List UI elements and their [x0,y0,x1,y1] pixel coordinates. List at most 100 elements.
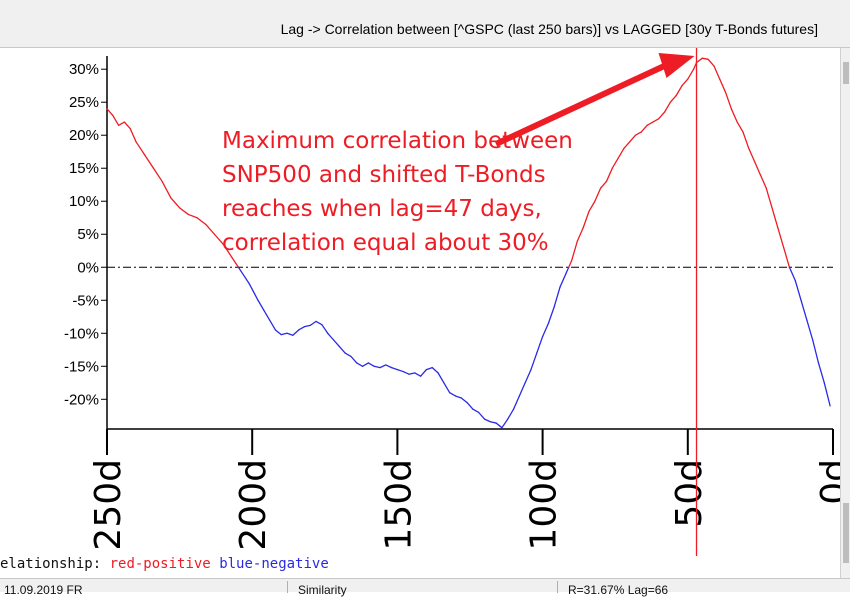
series-segment [170,197,181,209]
x-tick-label: 150d [378,459,419,551]
series-segment [565,266,570,275]
series-segment [742,131,750,150]
plot-area: 30% 25% 20% 15% 10% 5% 0% -5% -10% -15% -20% 250d 20… [64,48,840,556]
y-tick-label: -10% [64,325,99,342]
annotation-text-line: Maximum correlation between [222,128,573,154]
series-segment [332,339,340,348]
series-segment [106,108,114,117]
annotation-text-line: reaches when lag=47 days, [222,196,542,222]
series-segment [719,78,727,93]
series-segment [553,286,561,308]
series-segment [344,352,352,358]
series-segment [794,279,802,301]
scrollbar-arrow-up[interactable] [843,62,849,84]
status-date: 11.09.2019 FR [4,583,83,597]
series-segment [385,364,393,369]
series-segment [576,226,584,242]
window-title: Lag -> Correlation between [^GSPC (last … [280,21,818,37]
series-segment [112,114,120,126]
status-separator [557,581,558,593]
legend-positive: red-positive [109,556,211,572]
series-segment [425,366,433,371]
y-tick-label: 25% [69,94,99,111]
y-tick-label: 10% [69,193,99,210]
y-tick-label: 5% [77,226,99,243]
series-segment [568,260,573,268]
x-tick-label: 100d [524,459,565,551]
series-segment [205,223,216,235]
annotation-arrow-shaft [494,61,670,147]
y-tick-label: 20% [69,127,99,144]
scrollbar-thumb[interactable] [843,503,849,563]
series-segment [315,320,323,326]
series-segment [239,269,250,285]
series-segment [237,266,242,272]
series-segment [483,418,491,423]
series-segment [309,320,317,327]
series-segment [600,180,608,189]
series-segment [338,345,346,354]
series-segment [178,207,189,216]
relationship-legend: elationship: red-positive blue-negative [0,556,329,576]
series-segment [402,370,410,375]
status-bar: 11.09.2019 FR Similarity R=31.67% Lag=66 [0,578,850,597]
series-segment [379,364,387,369]
series-segment [800,299,808,321]
series-segment [629,134,637,143]
series-segment [663,101,672,113]
series-segment [646,121,654,126]
series-segment [681,78,689,87]
series-segment [367,362,375,367]
series-segment [361,362,370,367]
series-segment [356,362,364,367]
series-segment [713,65,721,80]
series-segment [695,57,703,64]
series-segment [634,131,642,136]
series-segment [144,154,155,169]
series-segment [431,366,439,374]
right-scrollbar[interactable] [840,48,850,578]
series-segment [321,324,329,334]
y-tick-label: -15% [64,358,99,375]
series-segment [623,141,631,150]
y-tick-label: -20% [64,391,99,408]
series-segment [129,127,137,143]
series-segment [263,309,271,321]
series-segment [748,147,756,163]
series-segment [559,273,567,288]
annotation-arrowhead [658,53,695,78]
series-segment [771,207,779,229]
x-tick-label: 200d [233,459,274,551]
series-segment [460,397,468,404]
series-segment [449,392,457,397]
series-segment [373,365,381,369]
correlation-chart: 30% 25% 20% 15% 10% 5% 0% -5% -10% -15% -20% 250d 20… [64,48,840,556]
series-segment [512,395,521,410]
series-segment [222,243,233,259]
series-segment [675,85,683,97]
series-segment [472,408,480,414]
series-segment [617,147,625,159]
series-segment [640,124,648,133]
series-segment [135,141,146,156]
series-segment [518,382,526,397]
series-segment [658,111,666,120]
series-segment [524,368,532,384]
series-segment [669,94,677,103]
series-segment [541,322,550,338]
series-segment [823,382,831,407]
series-segment [187,213,198,219]
status-result: R=31.67% Lag=66 [568,583,669,597]
series-segment [327,332,335,341]
series-segment [687,68,695,80]
series-segment [298,326,306,331]
series-segment [248,283,259,301]
series-segment [303,324,311,328]
status-separator [287,581,288,593]
window-titlebar: Lag -> Correlation between [^GSPC (last … [0,0,850,48]
series-segment [759,174,767,189]
series-segment [724,91,733,110]
series-segment [611,157,619,169]
series-segment [292,329,300,336]
series-segment [123,121,131,130]
